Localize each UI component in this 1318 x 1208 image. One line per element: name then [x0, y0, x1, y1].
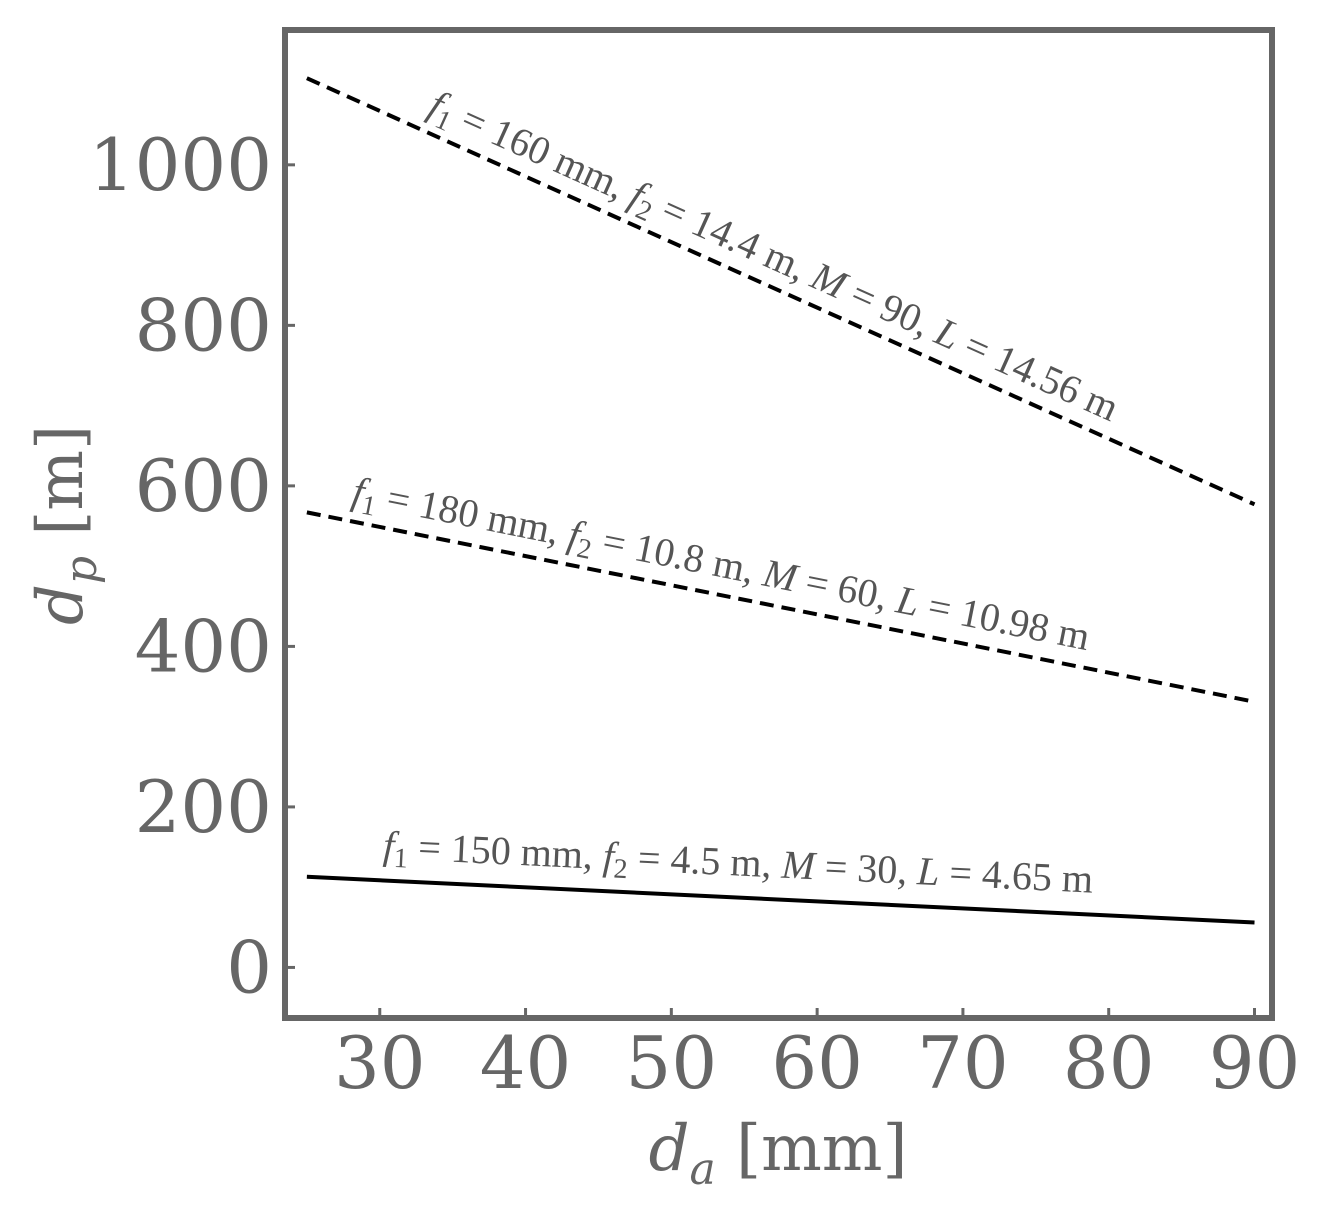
y-tick-label: 800 — [135, 283, 272, 367]
series-line-3 — [306, 874, 1255, 925]
y-axis-label: dp [m] — [24, 425, 107, 625]
x-tick-label: 30 — [334, 1021, 426, 1105]
x-tick-label: 90 — [1209, 1021, 1301, 1105]
x-tick-label: 50 — [626, 1021, 718, 1105]
x-axis-label: da [mm] — [649, 1112, 908, 1195]
x-tick-label: 80 — [1063, 1021, 1155, 1105]
y-tick-label: 1000 — [89, 123, 272, 207]
series-layer — [306, 76, 1256, 925]
series-line-2 — [306, 510, 1255, 704]
y-tick-label: 400 — [135, 604, 272, 688]
series-annotation-1: f1 = 160 mm, f2 = 14.4 m, M = 90, L = 14… — [420, 81, 1125, 435]
annotation-layer: f1 = 160 mm, f2 = 14.4 m, M = 90, L = 14… — [348, 81, 1126, 907]
plot-frame — [282, 27, 1275, 1021]
series-annotation-2: f1 = 180 mm, f2 = 10.8 m, M = 60, L = 10… — [348, 468, 1094, 665]
x-tick-label: 40 — [480, 1021, 572, 1105]
x-tick-label: 60 — [771, 1021, 863, 1105]
tick-layer: 30 40 50 60 70 80 90 0 200 400 600 800 1000 — [89, 123, 1301, 1105]
y-tick-label: 600 — [135, 444, 272, 528]
y-tick-label: 0 — [226, 925, 272, 1009]
series-line-1 — [306, 76, 1256, 507]
x-tick-label: 70 — [917, 1021, 1009, 1105]
series-annotation-3: f1 = 150 mm, f2 = 4.5 m, M = 30, L = 4.6… — [382, 822, 1094, 907]
y-tick-label: 200 — [135, 765, 272, 849]
